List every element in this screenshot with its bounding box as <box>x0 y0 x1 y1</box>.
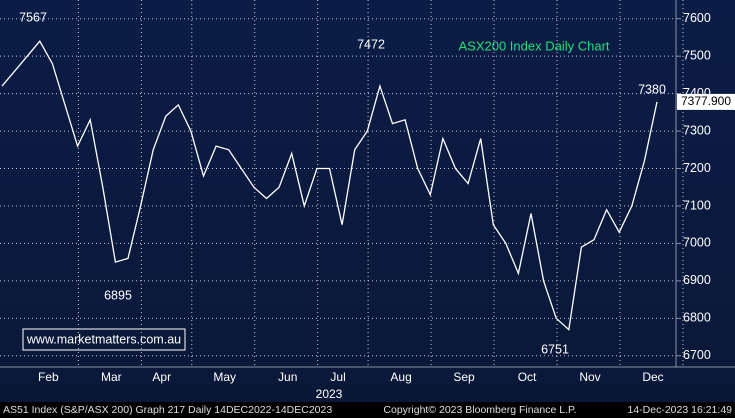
chart-title: ASX200 Index Daily Chart <box>458 38 609 53</box>
watermark: www.marketmatters.com.au <box>26 332 181 346</box>
x-tick-label: Apr <box>152 370 171 384</box>
y-tick-label: 6700 <box>683 348 711 362</box>
y-tick-label: 7600 <box>683 11 711 25</box>
x-tick-label: Aug <box>390 370 411 384</box>
x-tick-label: Jun <box>278 370 297 384</box>
x-tick-label: Mar <box>101 370 122 384</box>
y-tick-label: 7200 <box>683 161 711 175</box>
y-tick-label: 7100 <box>683 198 711 212</box>
x-tick-label: May <box>213 370 236 384</box>
last-price-label: 7377.900 <box>681 94 731 108</box>
annotation: 6895 <box>104 288 132 302</box>
annotation: 7567 <box>19 10 47 24</box>
y-tick-label: 7300 <box>683 123 711 137</box>
footer-left: AS51 Index (S&P/ASX 200) Graph 217 Daily… <box>3 404 332 416</box>
price-line <box>1 40 658 331</box>
y-tick-label: 7000 <box>683 236 711 250</box>
x-sublabel: 2023 <box>316 387 343 401</box>
watermark-box <box>22 328 186 351</box>
x-tick-label: Oct <box>518 370 537 384</box>
background <box>0 0 735 402</box>
annotation: 6751 <box>541 342 569 356</box>
footer-bar <box>0 402 735 418</box>
footer-right: 14-Dec-2023 16:21:49 <box>628 404 733 416</box>
last-price-box <box>677 93 735 110</box>
x-tick-label: Sep <box>453 370 475 384</box>
x-tick-label: Jul <box>330 370 345 384</box>
x-tick-label: Dec <box>642 370 663 384</box>
footer-center: Copyright© 2023 Bloomberg Finance L.P. <box>383 404 576 416</box>
annotation: 7380 <box>638 82 666 96</box>
y-tick-label: 6900 <box>683 273 711 287</box>
x-tick-label: Feb <box>38 370 59 384</box>
y-tick-label: 7500 <box>683 48 711 62</box>
y-tick-label: 6800 <box>683 311 711 325</box>
x-tick-label: Nov <box>579 370 600 384</box>
annotation: 7472 <box>357 37 385 51</box>
